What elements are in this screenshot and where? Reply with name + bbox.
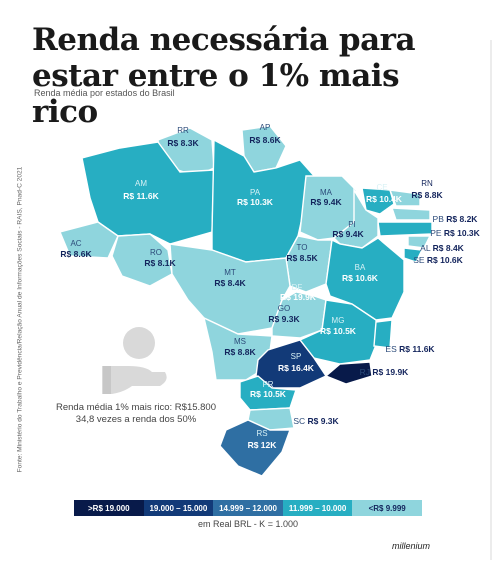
state-value-ms: R$ 8.8K [224, 347, 256, 357]
legend-item-5: <R$ 9.999 [352, 500, 422, 516]
subtitle: Renda média por estados do Brasil [34, 88, 175, 98]
state-label-es: ES R$ 11.6K [385, 344, 435, 354]
legend: >R$ 19.000 19.000 – 15.000 14.999 – 12.000… [74, 500, 422, 516]
state-value-pi: R$ 9.4K [332, 229, 364, 239]
state-abbr-ba: BA [355, 263, 366, 272]
state-label-al: AL R$ 8.4K [420, 243, 464, 253]
state-ac [59, 221, 119, 259]
state-value-mg: R$ 10.5K [320, 326, 357, 336]
state-value-ma: R$ 9.4K [310, 197, 342, 207]
state-value-rr: R$ 8.3K [167, 138, 199, 148]
legend-item-3: 14.999 – 12.000 [213, 500, 283, 516]
state-rn [388, 189, 421, 207]
state-abbr-go: GO [278, 304, 290, 313]
state-abbr-ac: AC [70, 239, 81, 248]
legend-item-4: 11.999 – 10.000 [282, 500, 353, 516]
state-abbr-am: AM [135, 179, 147, 188]
state-value-ap: R$ 8.6K [249, 135, 281, 145]
state-abbr-to: TO [297, 243, 308, 252]
state-al [407, 235, 432, 249]
state-abbr-pi: PI [348, 220, 356, 229]
state-abbr-mt: MT [224, 268, 236, 277]
state-abbr-pa: PA [250, 188, 261, 197]
state-abbr-ro: RO [150, 248, 162, 257]
state-rs [219, 419, 291, 477]
page-title: Renda necessária para estar entre o 1% m… [32, 22, 416, 130]
state-label-pe: PE R$ 10.3K [430, 228, 480, 238]
state-label-sc: SC R$ 9.3K [293, 416, 339, 426]
state-ce [361, 187, 395, 215]
state-value-pr: R$ 10.5K [250, 389, 287, 399]
state-se [403, 247, 424, 263]
income-note: Renda média 1% mais rico: R$15.800 34,8 … [56, 402, 216, 426]
state-value-ro: R$ 8.1K [144, 258, 176, 268]
state-abbr-rn: RN [421, 179, 433, 188]
state-abbr-sp: SP [291, 352, 302, 361]
unit-note: em Real BRL - K = 1.000 [198, 519, 298, 529]
state-value-ce: R$ 10.4K [366, 194, 403, 204]
divider [490, 40, 492, 560]
state-value-to: R$ 8.5K [286, 253, 318, 263]
state-value-mt: R$ 8.4K [214, 278, 246, 288]
state-abbr-rs: RS [256, 429, 267, 438]
state-abbr-mg: MG [332, 316, 345, 325]
state-abbr-rr: RR [177, 126, 189, 135]
state-label-pb: PB R$ 8.2K [433, 214, 479, 224]
state-value-pa: R$ 10.3K [237, 197, 274, 207]
state-value-df: R$ 19.9K [280, 292, 317, 302]
state-label-rj: RJ R$ 19.9K [360, 367, 410, 377]
state-value-rs: R$ 12K [248, 440, 278, 450]
state-rj [324, 361, 373, 385]
state-abbr-df: DF [292, 283, 303, 292]
state-es [373, 319, 393, 349]
state-value-sp: R$ 16.4K [278, 363, 315, 373]
legend-item-1: >R$ 19.000 [74, 500, 144, 516]
state-pe [377, 221, 433, 237]
legend-item-2: 19.000 – 15.000 [143, 500, 214, 516]
state-value-go: R$ 9.3K [268, 314, 300, 324]
state-value-rn: R$ 8.8K [411, 190, 443, 200]
note-line-2: 34,8 vezes a renda dos 50% [75, 414, 197, 425]
state-pb [391, 207, 431, 221]
state-abbr-ce: CE [376, 183, 387, 192]
state-ba [325, 237, 405, 321]
state-value-ba: R$ 10.6K [342, 273, 379, 283]
state-label-se: SE R$ 10.6K [413, 255, 463, 265]
state-pr [239, 375, 297, 411]
note-line-1: Renda média 1% mais rico: R$15.800 [56, 402, 217, 413]
state-ro [111, 233, 173, 287]
state-mg [298, 299, 379, 365]
person-money-icon [102, 327, 167, 394]
state-value-am: R$ 11.6K [123, 191, 159, 201]
state-abbr-ma: MA [320, 188, 333, 197]
brand-logo: millenium [392, 541, 431, 551]
state-am [81, 141, 215, 245]
state-abbr-ap: AP [260, 123, 271, 132]
state-abbr-pr: PR [262, 380, 273, 389]
state-value-ac: R$ 8.6K [60, 249, 92, 259]
state-abbr-ms: MS [234, 337, 246, 346]
